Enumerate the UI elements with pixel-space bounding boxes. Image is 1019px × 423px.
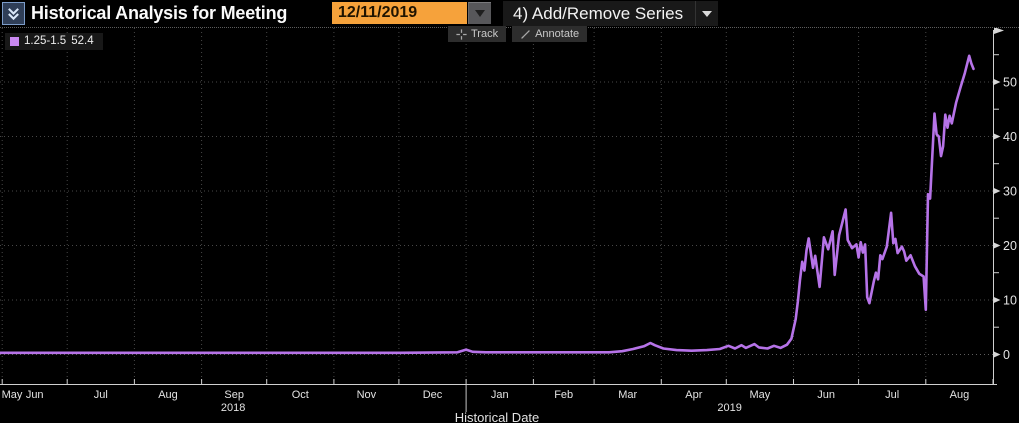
y-tick-arrow-icon <box>993 78 1001 86</box>
legend-series-name: 1.25-1.5 <box>24 35 67 47</box>
y-tick-label: 50 <box>1003 76 1017 90</box>
x-tick-label: Jan <box>491 389 509 401</box>
double-chevron-down-icon <box>8 8 19 21</box>
page-title: Historical Analysis for Meeting <box>31 3 288 23</box>
pencil-line-icon <box>521 29 530 39</box>
y-tick-arrow-icon <box>993 296 1001 304</box>
y-tick-arrow-icon <box>993 242 1001 249</box>
dropdown-arrow-icon <box>475 10 485 17</box>
x-tick-label: Aug <box>158 389 178 401</box>
y-tick-label: 0 <box>1003 348 1010 362</box>
x-tick-label: Jul <box>885 389 899 401</box>
track-label: Track <box>471 28 499 40</box>
add-remove-series-button[interactable]: 4) Add/Remove Series <box>503 1 719 26</box>
crosshair-icon <box>456 28 467 40</box>
x-tick-label: Jun <box>817 389 835 401</box>
annotate-label: Annotate <box>535 28 580 40</box>
y-tick-arrow-icon <box>993 133 1001 140</box>
x-axis-title: Historical Date <box>455 410 540 423</box>
chart-toolbar: Track Annotate <box>448 26 588 42</box>
x-tick-label: Oct <box>292 389 309 401</box>
y-tick-label: 20 <box>1003 239 1017 253</box>
x-tick-label: Jul <box>94 389 108 401</box>
x-tick-label: Jun <box>26 389 44 401</box>
x-tick-label: Mar <box>618 389 637 401</box>
meeting-date-input[interactable] <box>332 2 467 24</box>
legend-series-value: 52.4 <box>71 35 94 47</box>
legend[interactable]: 1.25-1.5 52.4 <box>5 33 103 50</box>
series-dropdown-arrow-box[interactable] <box>695 1 718 26</box>
track-button[interactable]: Track <box>448 26 507 42</box>
y-axis-top-arrow-icon <box>994 28 1004 34</box>
y-tick-label: 40 <box>1003 130 1017 144</box>
meeting-date-dropdown-button[interactable] <box>468 2 491 24</box>
x-tick-label: Aug <box>950 389 970 401</box>
year-label: 2019 <box>717 402 741 414</box>
y-tick-label: 10 <box>1003 294 1017 308</box>
x-tick-label: Nov <box>357 389 377 401</box>
y-tick-arrow-icon <box>993 351 1001 358</box>
legend-swatch <box>10 36 19 46</box>
header-separator <box>0 27 1019 28</box>
x-tick-label: May <box>2 389 23 401</box>
header-bar: Historical Analysis for Meeting 4) Add/R… <box>0 0 1019 27</box>
x-tick-label: Sep <box>224 389 244 401</box>
year-label: 2018 <box>221 402 245 414</box>
dropdown-arrow-icon <box>702 10 713 17</box>
x-tick-label: Apr <box>685 389 702 401</box>
x-tick-label: May <box>750 389 771 401</box>
chart-canvas[interactable]: May Jun Jul Aug Sep Oct Nov Dec Jan Feb Mar Apr May J… <box>0 28 1019 423</box>
x-tick-label: Feb <box>554 389 573 401</box>
y-tick-label: 30 <box>1003 185 1017 199</box>
annotate-button[interactable]: Annotate <box>512 26 588 42</box>
collapse-panel-button[interactable] <box>2 2 25 25</box>
add-remove-series-label: 4) Add/Remove Series <box>513 3 684 23</box>
series-line <box>0 54 975 355</box>
x-tick-label: Dec <box>423 389 443 401</box>
y-tick-arrow-icon <box>993 187 1001 195</box>
